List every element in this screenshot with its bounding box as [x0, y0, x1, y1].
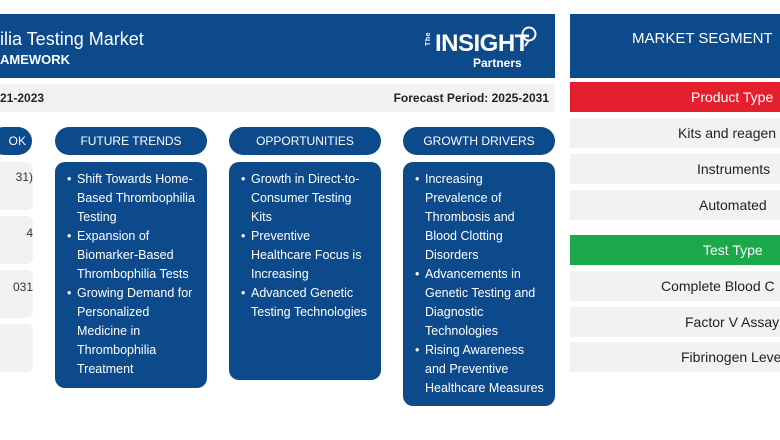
growth-driver-item: Rising Awareness and Preventive Healthca… — [415, 341, 547, 398]
outlook-pill: OK — [0, 127, 32, 155]
segment-item-label: Factor V Assay — [685, 314, 780, 330]
outlook-box-3-text: 031 — [12, 280, 33, 294]
report-title: ilia Testing Market — [0, 29, 144, 49]
future-trends-label: FUTURE TRENDS — [80, 134, 182, 148]
forecast-period: Forecast Period: 2025-2031 — [393, 91, 549, 105]
opportunity-item: Growth in Direct-to-Consumer Testing Kit… — [241, 170, 373, 227]
segment-item-label: Complete Blood C — [661, 278, 775, 294]
future-trends-card: Shift Towards Home-Based Thrombophilia T… — [55, 162, 207, 388]
report-subtitle: AMEWORK — [0, 52, 71, 67]
growth-driver-item: Advancements in Genetic Testing and Diag… — [415, 265, 547, 341]
growth-drivers-label: GROWTH DRIVERS — [423, 134, 535, 148]
future-trend-item: Shift Towards Home-Based Thrombophilia T… — [67, 170, 199, 227]
segment-item: Kits and reagen — [570, 118, 780, 148]
growth-driver-item: Increasing Prevalence of Thrombosis and … — [415, 170, 547, 265]
segment-item-label: Automated — [699, 197, 767, 213]
segmentation-header: MARKET SEGMENT — [570, 14, 780, 78]
historic-period: 21-2023 — [0, 91, 45, 105]
logo-insight: INSIGHT — [435, 30, 529, 57]
segmentation-title: MARKET SEGMENT — [632, 30, 773, 47]
outlook-box-4 — [0, 324, 33, 372]
outlook-box-1: 31) — [0, 162, 33, 210]
segment-item: Automated — [570, 190, 780, 220]
lightbulb-icon — [521, 26, 537, 47]
future-trend-item: Expansion of Biomarker-Based Thrombophil… — [67, 227, 199, 284]
opportunity-item: Advanced Genetic Testing Technologies — [241, 284, 373, 322]
segment-test-type: Test Type — [570, 235, 780, 265]
segment-item-label: Kits and reagen — [678, 125, 777, 141]
outlook-box-3: 031 — [0, 270, 33, 318]
future-trend-item: Growing Demand for Personalized Medicine… — [67, 284, 199, 379]
insight-partners-logo: The INSIGHT Partners — [425, 24, 537, 70]
opportunities-label: OPPORTUNITIES — [256, 134, 354, 148]
outlook-box-2-text: 4 — [26, 226, 33, 240]
segment-item-label: Instruments — [697, 161, 771, 177]
outlook-box-1-text: 31) — [15, 170, 33, 184]
segment-product-type-label: Product Type — [691, 89, 774, 105]
segment-item: Fibrinogen Leve — [570, 342, 780, 372]
opportunity-item: Preventive Healthcare Focus is Increasin… — [241, 227, 373, 284]
segment-item: Factor V Assay — [570, 307, 780, 337]
opportunities-card: Growth in Direct-to-Consumer Testing Kit… — [229, 162, 381, 380]
growth-drivers-pill: GROWTH DRIVERS — [403, 127, 555, 155]
growth-drivers-card: Increasing Prevalence of Thrombosis and … — [403, 162, 555, 406]
outlook-label: OK — [8, 134, 26, 148]
period-bar: 21-2023 Forecast Period: 2025-2031 — [0, 84, 555, 112]
future-trends-pill: FUTURE TRENDS — [55, 127, 207, 155]
segment-item: Instruments — [570, 154, 780, 184]
opportunities-pill: OPPORTUNITIES — [229, 127, 381, 155]
logo-partners: Partners — [473, 56, 522, 70]
segment-test-type-label: Test Type — [703, 242, 763, 258]
report-header: ilia Testing Market AMEWORK The INSIGHT … — [0, 14, 555, 78]
segment-item-label: Fibrinogen Leve — [681, 349, 780, 365]
logo-the: The — [425, 32, 432, 46]
segment-item: Complete Blood C — [570, 271, 780, 301]
outlook-box-2: 4 — [0, 216, 33, 264]
segment-product-type: Product Type — [570, 82, 780, 112]
